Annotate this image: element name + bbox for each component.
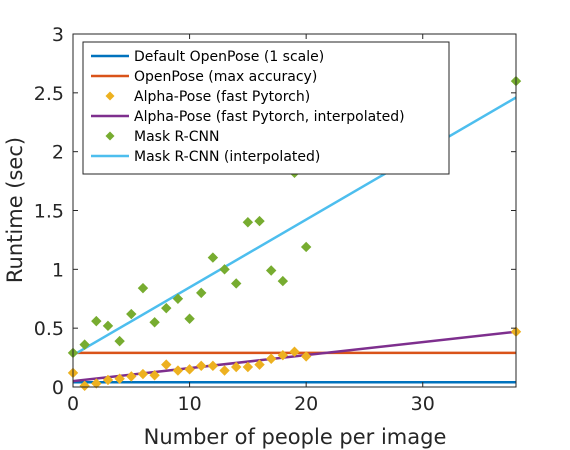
series-layer <box>67 75 522 392</box>
legend-box <box>82 41 450 175</box>
data-point-alpha-pose-fast-pytorch <box>277 350 289 361</box>
data-point-alpha-pose-fast-pytorch <box>242 361 254 373</box>
data-point-mask-r-cnn <box>231 278 242 289</box>
data-point-mask-r-cnn <box>277 275 289 287</box>
data-point-alpha-pose-fast-pytorch <box>102 374 114 386</box>
legend-swatch-mask-r-cnn <box>105 131 115 141</box>
data-point-mask-r-cnn <box>184 313 195 324</box>
data-point-alpha-pose-fast-pytorch <box>149 370 160 381</box>
data-point-mask-r-cnn <box>254 215 265 227</box>
ticks-layer: 0 10 20 30 0 0.5 1 1.5 2 2.5 3 <box>34 24 516 415</box>
x-axis-title: Number of people per image <box>144 425 447 449</box>
data-point-mask-r-cnn <box>137 282 149 294</box>
x-tick-label-30: 30 <box>411 393 435 415</box>
data-point-alpha-pose-fast-pytorch <box>79 380 90 392</box>
data-point-mask-r-cnn <box>300 241 312 253</box>
data-point-alpha-pose-fast-pytorch <box>161 359 172 370</box>
legend-label-default-openpose-1-scale: Default OpenPose (1 scale) <box>134 49 324 65</box>
x-tick-label-20: 20 <box>294 393 318 415</box>
data-point-alpha-pose-fast-pytorch <box>126 371 137 382</box>
data-point-alpha-pose-fast-pytorch <box>219 365 230 376</box>
data-point-alpha-pose-fast-pytorch <box>300 351 312 362</box>
data-point-mask-r-cnn <box>219 264 230 275</box>
y-tick-label-1.5: 1.5 <box>34 201 64 223</box>
data-point-alpha-pose-fast-pytorch <box>254 359 265 370</box>
y-axis-title: Runtime (sec) <box>3 137 27 283</box>
data-point-alpha-pose-fast-pytorch <box>114 373 125 384</box>
legend-label-alpha-pose-fast-pytorch: Alpha-Pose (fast Pytorch) <box>134 89 310 105</box>
y-tick-label-2: 2 <box>52 142 64 164</box>
data-point-alpha-pose-fast-pytorch <box>137 368 149 380</box>
y-tick-label-2.5: 2.5 <box>34 83 64 105</box>
data-point-alpha-pose-fast-pytorch <box>196 360 207 372</box>
data-point-mask-r-cnn <box>265 265 277 276</box>
data-point-mask-r-cnn <box>126 308 137 320</box>
data-point-mask-r-cnn <box>114 335 125 347</box>
data-point-mask-r-cnn <box>91 315 102 327</box>
data-point-alpha-pose-fast-pytorch <box>207 360 219 372</box>
data-point-mask-r-cnn <box>172 293 184 304</box>
data-point-alpha-pose-fast-pytorch <box>184 364 195 375</box>
legend-swatch-alpha-pose-fast-pytorch <box>105 91 115 101</box>
legend: Default OpenPose (1 scale) OpenPose (max … <box>82 41 450 175</box>
x-tick-label-10: 10 <box>177 393 201 415</box>
data-point-mask-r-cnn <box>242 217 254 228</box>
y-tick-label-3: 3 <box>52 24 64 46</box>
y-tick-label-0.5: 0.5 <box>34 318 64 340</box>
legend-label-mask-r-cnn-interpolated: Mask R-CNN (interpolated) <box>134 149 320 165</box>
legend-label-alpha-pose-fast-pytorch-interpolated: Alpha-Pose (fast Pytorch, interpolated) <box>134 109 405 125</box>
legend-label-openpose-max-accuracy: OpenPose (max accuracy) <box>134 69 317 85</box>
data-point-mask-r-cnn <box>79 339 90 350</box>
data-point-mask-r-cnn <box>207 252 219 263</box>
data-point-alpha-pose-fast-pytorch <box>91 378 102 389</box>
data-point-alpha-pose-fast-pytorch <box>289 346 300 357</box>
y-tick-label-1: 1 <box>52 259 64 281</box>
data-point-mask-r-cnn <box>161 302 172 314</box>
data-point-alpha-pose-fast-pytorch <box>172 365 184 376</box>
legend-label-mask-r-cnn: Mask R-CNN <box>134 129 219 145</box>
data-point-alpha-pose-fast-pytorch <box>265 353 277 364</box>
data-point-mask-r-cnn <box>149 317 160 328</box>
data-point-mask-r-cnn <box>196 287 207 299</box>
data-point-alpha-pose-fast-pytorch <box>231 361 242 373</box>
data-point-mask-r-cnn <box>102 320 114 332</box>
x-tick-label-0: 0 <box>67 393 79 415</box>
y-tick-label-0: 0 <box>52 377 64 399</box>
